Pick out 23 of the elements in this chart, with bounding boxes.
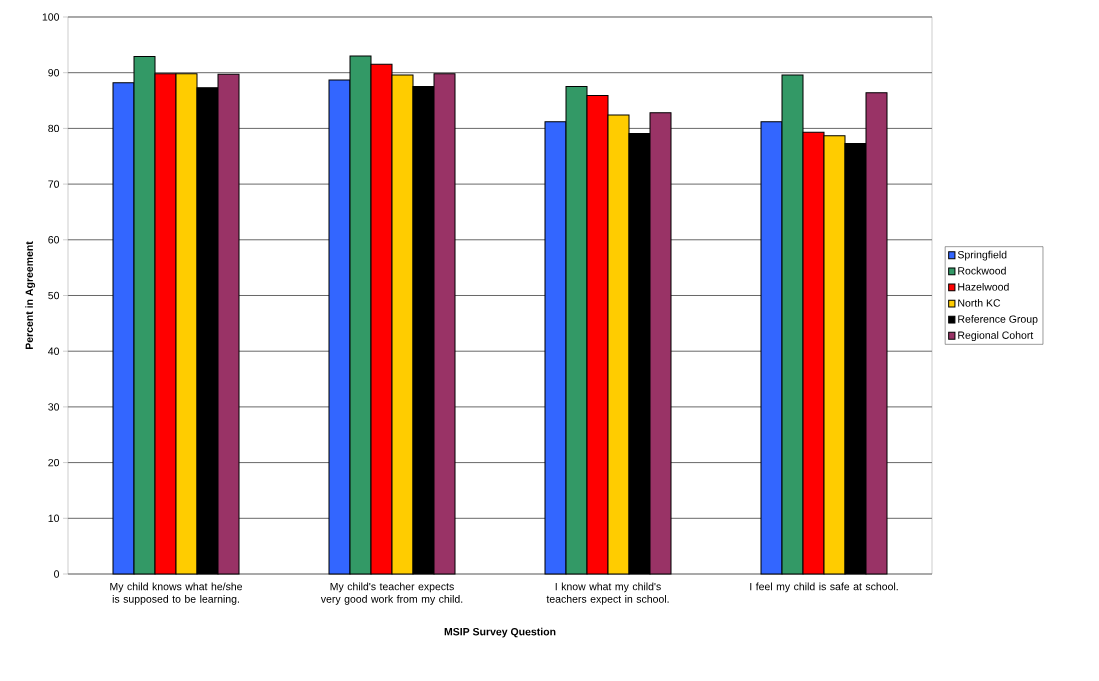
y-tick-label: 80 (48, 124, 60, 133)
legend-label: Rockwood (958, 266, 1006, 275)
x-tick-label: I feel my child is safe at school. (750, 582, 898, 593)
y-axis-title: Percent in Agreement (25, 241, 36, 350)
y-tick-label: 70 (48, 180, 60, 188)
legend-label: Hazelwood (958, 282, 1009, 291)
legend-label: Regional Cohort (958, 331, 1034, 341)
y-tick-label: 40 (48, 347, 60, 355)
y-tick-label: 10 (48, 514, 60, 523)
x-tick-label: I know what my child's teachers expect in school. (546, 582, 669, 605)
y-tick-label: 60 (48, 236, 60, 244)
y-tick-label: 30 (48, 403, 60, 411)
x-tick-label: My child knows what he/she is supposed to be learning. (110, 582, 243, 605)
legend-label: Springfield (957, 250, 1007, 261)
legend-label: Reference Group (958, 315, 1038, 325)
y-tick-label: 50 (48, 291, 60, 300)
legend-label: North KC (958, 299, 1001, 307)
y-tick-label: 100 (42, 13, 60, 21)
y-tick-label: 90 (48, 68, 60, 77)
y-tick-label: 0 (54, 570, 60, 578)
x-axis-title: MSIP Survey Question (444, 627, 556, 638)
x-tick-label: My child's teacher expects very good work from my child. (320, 582, 463, 605)
y-tick-label: 20 (48, 458, 60, 467)
